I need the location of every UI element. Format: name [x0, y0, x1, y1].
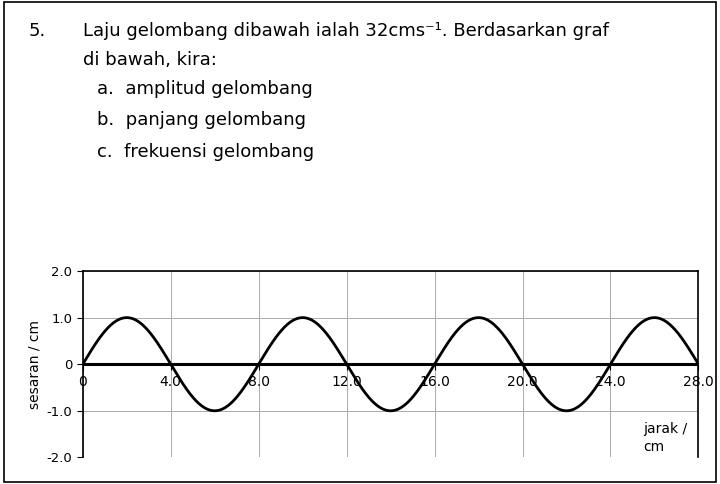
Y-axis label: sesaran / cm: sesaran / cm	[27, 320, 41, 408]
Text: di bawah, kira:: di bawah, kira:	[83, 51, 217, 69]
Text: Laju gelombang dibawah ialah 32cms⁻¹. Berdasarkan graf: Laju gelombang dibawah ialah 32cms⁻¹. Be…	[83, 22, 608, 40]
Text: a.  amplitud gelombang: a. amplitud gelombang	[97, 80, 313, 98]
Text: 5.: 5.	[29, 22, 46, 40]
Text: b.  panjang gelombang: b. panjang gelombang	[97, 111, 306, 129]
Text: jarak /: jarak /	[644, 423, 688, 437]
Text: c.  frekuensi gelombang: c. frekuensi gelombang	[97, 143, 315, 161]
Text: cm: cm	[644, 439, 665, 454]
